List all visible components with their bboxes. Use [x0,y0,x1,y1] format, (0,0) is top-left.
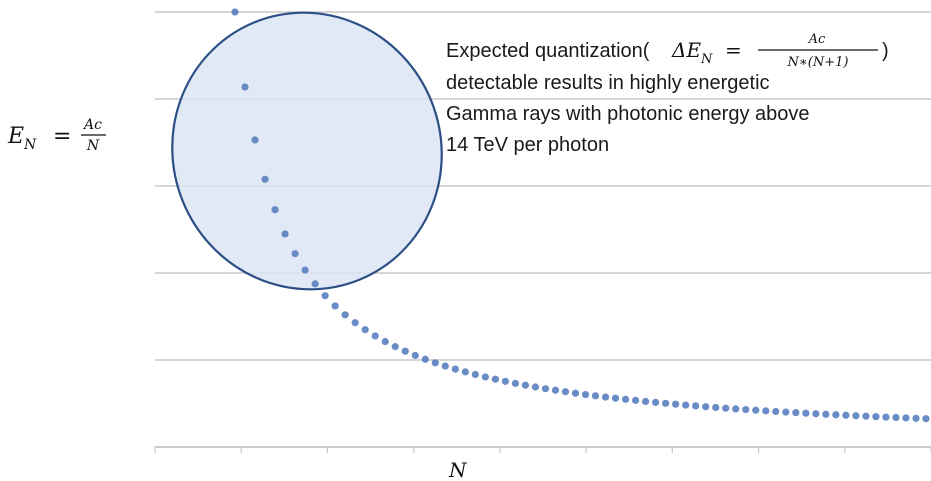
data-point [692,402,700,410]
data-point [641,397,650,406]
data-point [321,292,329,300]
data-point [361,326,369,334]
data-point [271,206,279,214]
data-point [892,413,900,422]
data-point [862,412,870,420]
data-point [451,365,459,373]
data-point [802,409,810,417]
data-point [441,362,449,370]
data-point [782,408,790,416]
data-point [922,415,930,423]
data-point [832,411,840,419]
y-formula-denominator: N [86,138,100,154]
data-point [662,399,670,407]
data-point [531,383,540,391]
data-point [261,175,269,183]
data-point [291,250,299,258]
data-point [391,343,399,351]
y-formula-numerator: Ac [82,117,102,133]
annotation-delta-symbol: ΔE [671,38,701,62]
data-point [551,386,560,394]
data-point [682,401,690,409]
data-point [421,355,429,363]
data-series [231,8,930,423]
data-point [521,381,530,389]
data-point [842,411,850,419]
data-point [381,337,389,346]
annotation: Expected quantization( ΔE N = Ac N∗(N+1)… [446,32,889,156]
data-point [812,410,820,418]
data-point [341,311,349,319]
data-point [611,394,620,402]
data-point [411,351,419,360]
x-axis-label: N [448,458,468,481]
data-point [331,302,339,310]
annotation-denominator: N∗(N+1) [787,55,849,70]
y-axis-formula: E N = Ac N [7,117,106,154]
data-point [281,230,289,238]
data-point [351,319,359,327]
annotation-line2: detectable results in highly energetic [446,72,770,94]
x-axis-ticks [154,447,931,453]
y-formula-symbol: E [7,124,24,149]
annotation-equals: = [725,38,742,62]
highlight-ellipse [171,11,443,291]
data-point [732,405,740,413]
data-point [872,413,880,421]
data-point [501,377,509,385]
data-point [652,398,660,406]
annotation-numerator: Ac [808,32,826,47]
data-point [742,405,750,414]
data-point [702,403,710,411]
data-point [481,373,489,381]
data-point [511,379,520,387]
data-point [712,403,720,412]
data-point [601,393,610,401]
data-point [762,407,770,415]
data-point [571,389,580,397]
data-point [621,395,630,403]
data-point [581,390,590,399]
annotation-line3: Gamma rays with photonic energy above [446,103,810,125]
data-point [251,136,259,144]
data-point [471,370,479,379]
data-point [311,280,319,288]
data-point [672,400,680,408]
annotation-line1-prefix: Expected quantization( [446,40,650,62]
annotation-line4: 14 TeV per photon [446,134,609,156]
data-point [722,404,730,412]
data-point [561,388,570,396]
data-point [461,368,469,376]
data-point [752,406,760,414]
annotation-delta-subscript: N [700,52,713,67]
annotation-line1-suffix: ) [882,40,889,62]
data-point [541,385,550,393]
data-point [241,83,249,91]
data-point [882,413,890,421]
data-point [792,409,800,417]
data-point [301,266,309,274]
y-formula-subscript: N [23,137,37,153]
data-point [852,412,860,420]
data-point [401,347,409,355]
data-point [231,8,239,16]
y-formula-equals: = [53,124,71,149]
data-point [912,414,920,422]
data-point [902,414,910,422]
data-point [772,407,780,416]
data-point [591,392,600,400]
data-point [431,359,439,367]
data-point [491,375,499,383]
data-point [822,410,830,418]
data-point [631,396,640,404]
data-point [371,332,379,340]
